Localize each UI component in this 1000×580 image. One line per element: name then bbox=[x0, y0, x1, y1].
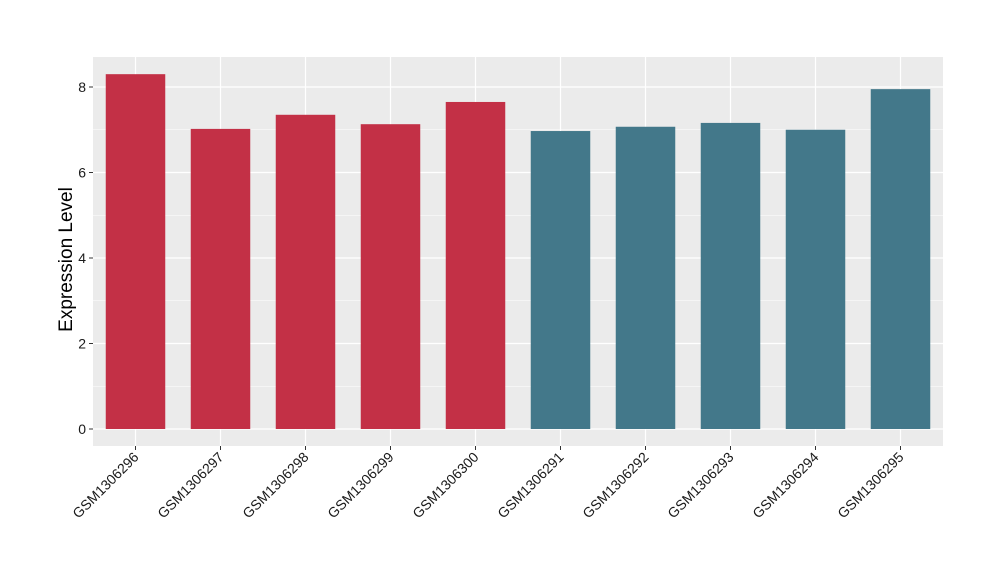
bar-GSM1306298 bbox=[275, 114, 336, 429]
x-tick-label: GSM1306298 bbox=[239, 449, 312, 522]
bar-GSM1306296 bbox=[105, 74, 166, 430]
bar-GSM1306293 bbox=[700, 122, 761, 429]
y-axis-title: Expression Level bbox=[56, 187, 77, 332]
x-tick-label: GSM1306294 bbox=[749, 449, 822, 522]
bar-GSM1306295 bbox=[870, 89, 931, 429]
y-axis: 0 2 4 6 8 bbox=[78, 79, 93, 437]
bar-GSM1306299 bbox=[360, 124, 421, 429]
x-tick-label: GSM1306295 bbox=[834, 449, 907, 522]
bar-GSM1306291 bbox=[530, 131, 591, 429]
y-tick-label: 8 bbox=[78, 79, 86, 95]
x-tick-label: GSM1306297 bbox=[154, 449, 227, 522]
bar-series bbox=[105, 74, 931, 430]
y-tick-label: 2 bbox=[78, 336, 86, 352]
bar-GSM1306292 bbox=[615, 126, 676, 429]
y-tick-label: 6 bbox=[78, 165, 86, 181]
x-tick-label: GSM1306296 bbox=[69, 449, 142, 522]
x-tick-label: GSM1306292 bbox=[579, 449, 652, 522]
bar-GSM1306297 bbox=[190, 128, 251, 429]
x-tick-label: GSM1306293 bbox=[664, 449, 737, 522]
x-tick-label: GSM1306299 bbox=[324, 449, 397, 522]
y-tick-label: 4 bbox=[78, 250, 86, 266]
bar-GSM1306300 bbox=[445, 101, 506, 430]
x-tick-label: GSM1306300 bbox=[409, 449, 482, 522]
x-tick-label: GSM1306291 bbox=[494, 449, 567, 522]
x-axis: GSM1306296 GSM1306297 GSM1306298 GSM1306299… bbox=[69, 446, 907, 521]
bar-GSM1306294 bbox=[785, 129, 846, 429]
y-tick-label: 0 bbox=[78, 421, 86, 437]
